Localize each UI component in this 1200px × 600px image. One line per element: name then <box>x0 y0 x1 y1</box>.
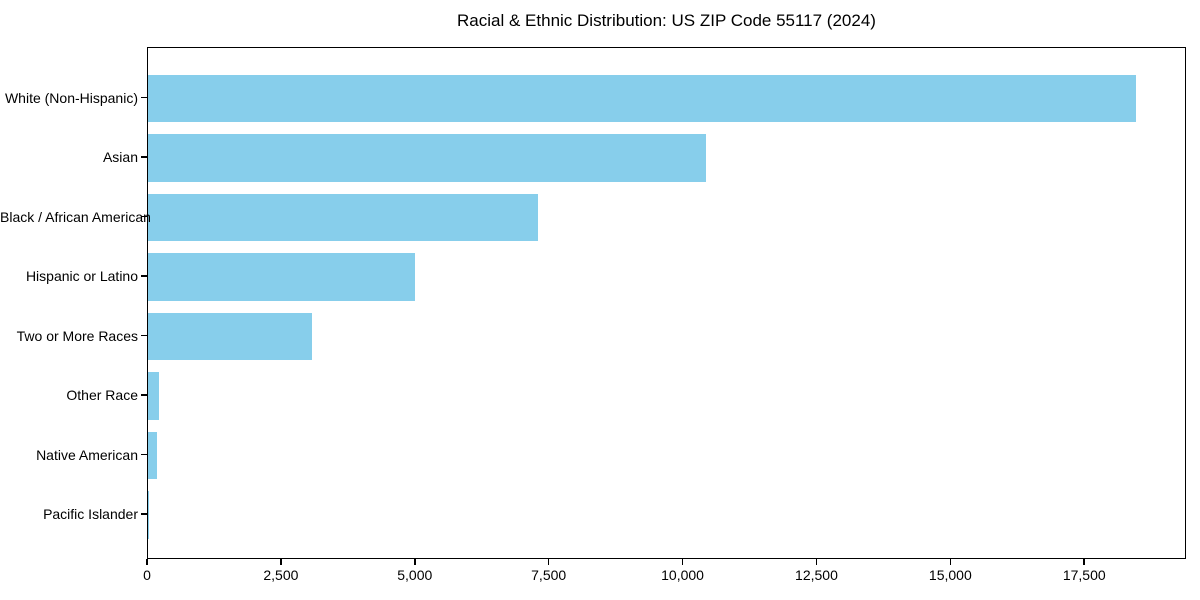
y-tick-label-4: Two or More Races <box>16 327 138 344</box>
x-tick-label-7: 17,500 <box>1062 567 1106 583</box>
x-tick-label-2: 5,000 <box>397 567 433 583</box>
y-tick-label-3: Hispanic or Latino <box>25 268 138 284</box>
y-tick-label-0: White (Non-Hispanic) <box>4 89 138 106</box>
y-tick-mark-7 <box>140 513 147 515</box>
plot-area <box>147 47 1186 559</box>
y-tick-mark-2 <box>140 215 147 218</box>
y-tick-mark-1 <box>140 156 147 158</box>
y-tick-label-5: Other Race <box>66 387 138 403</box>
chart-title: Racial & Ethnic Distribution: US ZIP Cod… <box>457 11 876 30</box>
x-tick-mark-0 <box>146 559 148 565</box>
x-tick-mark-7 <box>1083 559 1085 565</box>
x-tick-mark-4 <box>681 559 684 565</box>
bar-2 <box>148 193 538 242</box>
x-tick-label-3: 7,500 <box>531 567 567 583</box>
bar-5 <box>148 372 160 420</box>
x-tick-label-5: 12,500 <box>795 567 838 583</box>
x-tick-mark-2 <box>414 559 416 565</box>
y-tick-label-1: Asian <box>102 149 138 165</box>
bar-4 <box>148 312 313 361</box>
x-tick-mark-5 <box>815 559 818 565</box>
x-tick-mark-6 <box>949 559 952 565</box>
x-tick-mark-3 <box>547 559 550 565</box>
x-tick-label-6: 15,000 <box>928 567 972 583</box>
x-tick-mark-1 <box>280 559 282 565</box>
x-tick-label-1: 2,500 <box>263 567 299 583</box>
y-tick-label-7: Pacific Islander <box>43 506 138 522</box>
y-tick-label-2: Black / African American <box>0 208 151 225</box>
bar-0 <box>148 74 1136 123</box>
y-tick-mark-5 <box>140 394 147 396</box>
bar-1 <box>148 134 707 182</box>
y-tick-mark-0 <box>140 96 147 99</box>
y-tick-mark-3 <box>140 275 147 277</box>
bar-7 <box>148 491 150 539</box>
x-tick-label-0: 0 <box>143 567 151 583</box>
x-tick-label-4: 10,000 <box>661 567 704 583</box>
y-tick-label-6: Native American <box>36 446 138 463</box>
y-tick-mark-6 <box>140 453 147 456</box>
bar-3 <box>148 253 415 301</box>
bar-6 <box>148 431 158 480</box>
y-tick-mark-4 <box>140 334 147 337</box>
